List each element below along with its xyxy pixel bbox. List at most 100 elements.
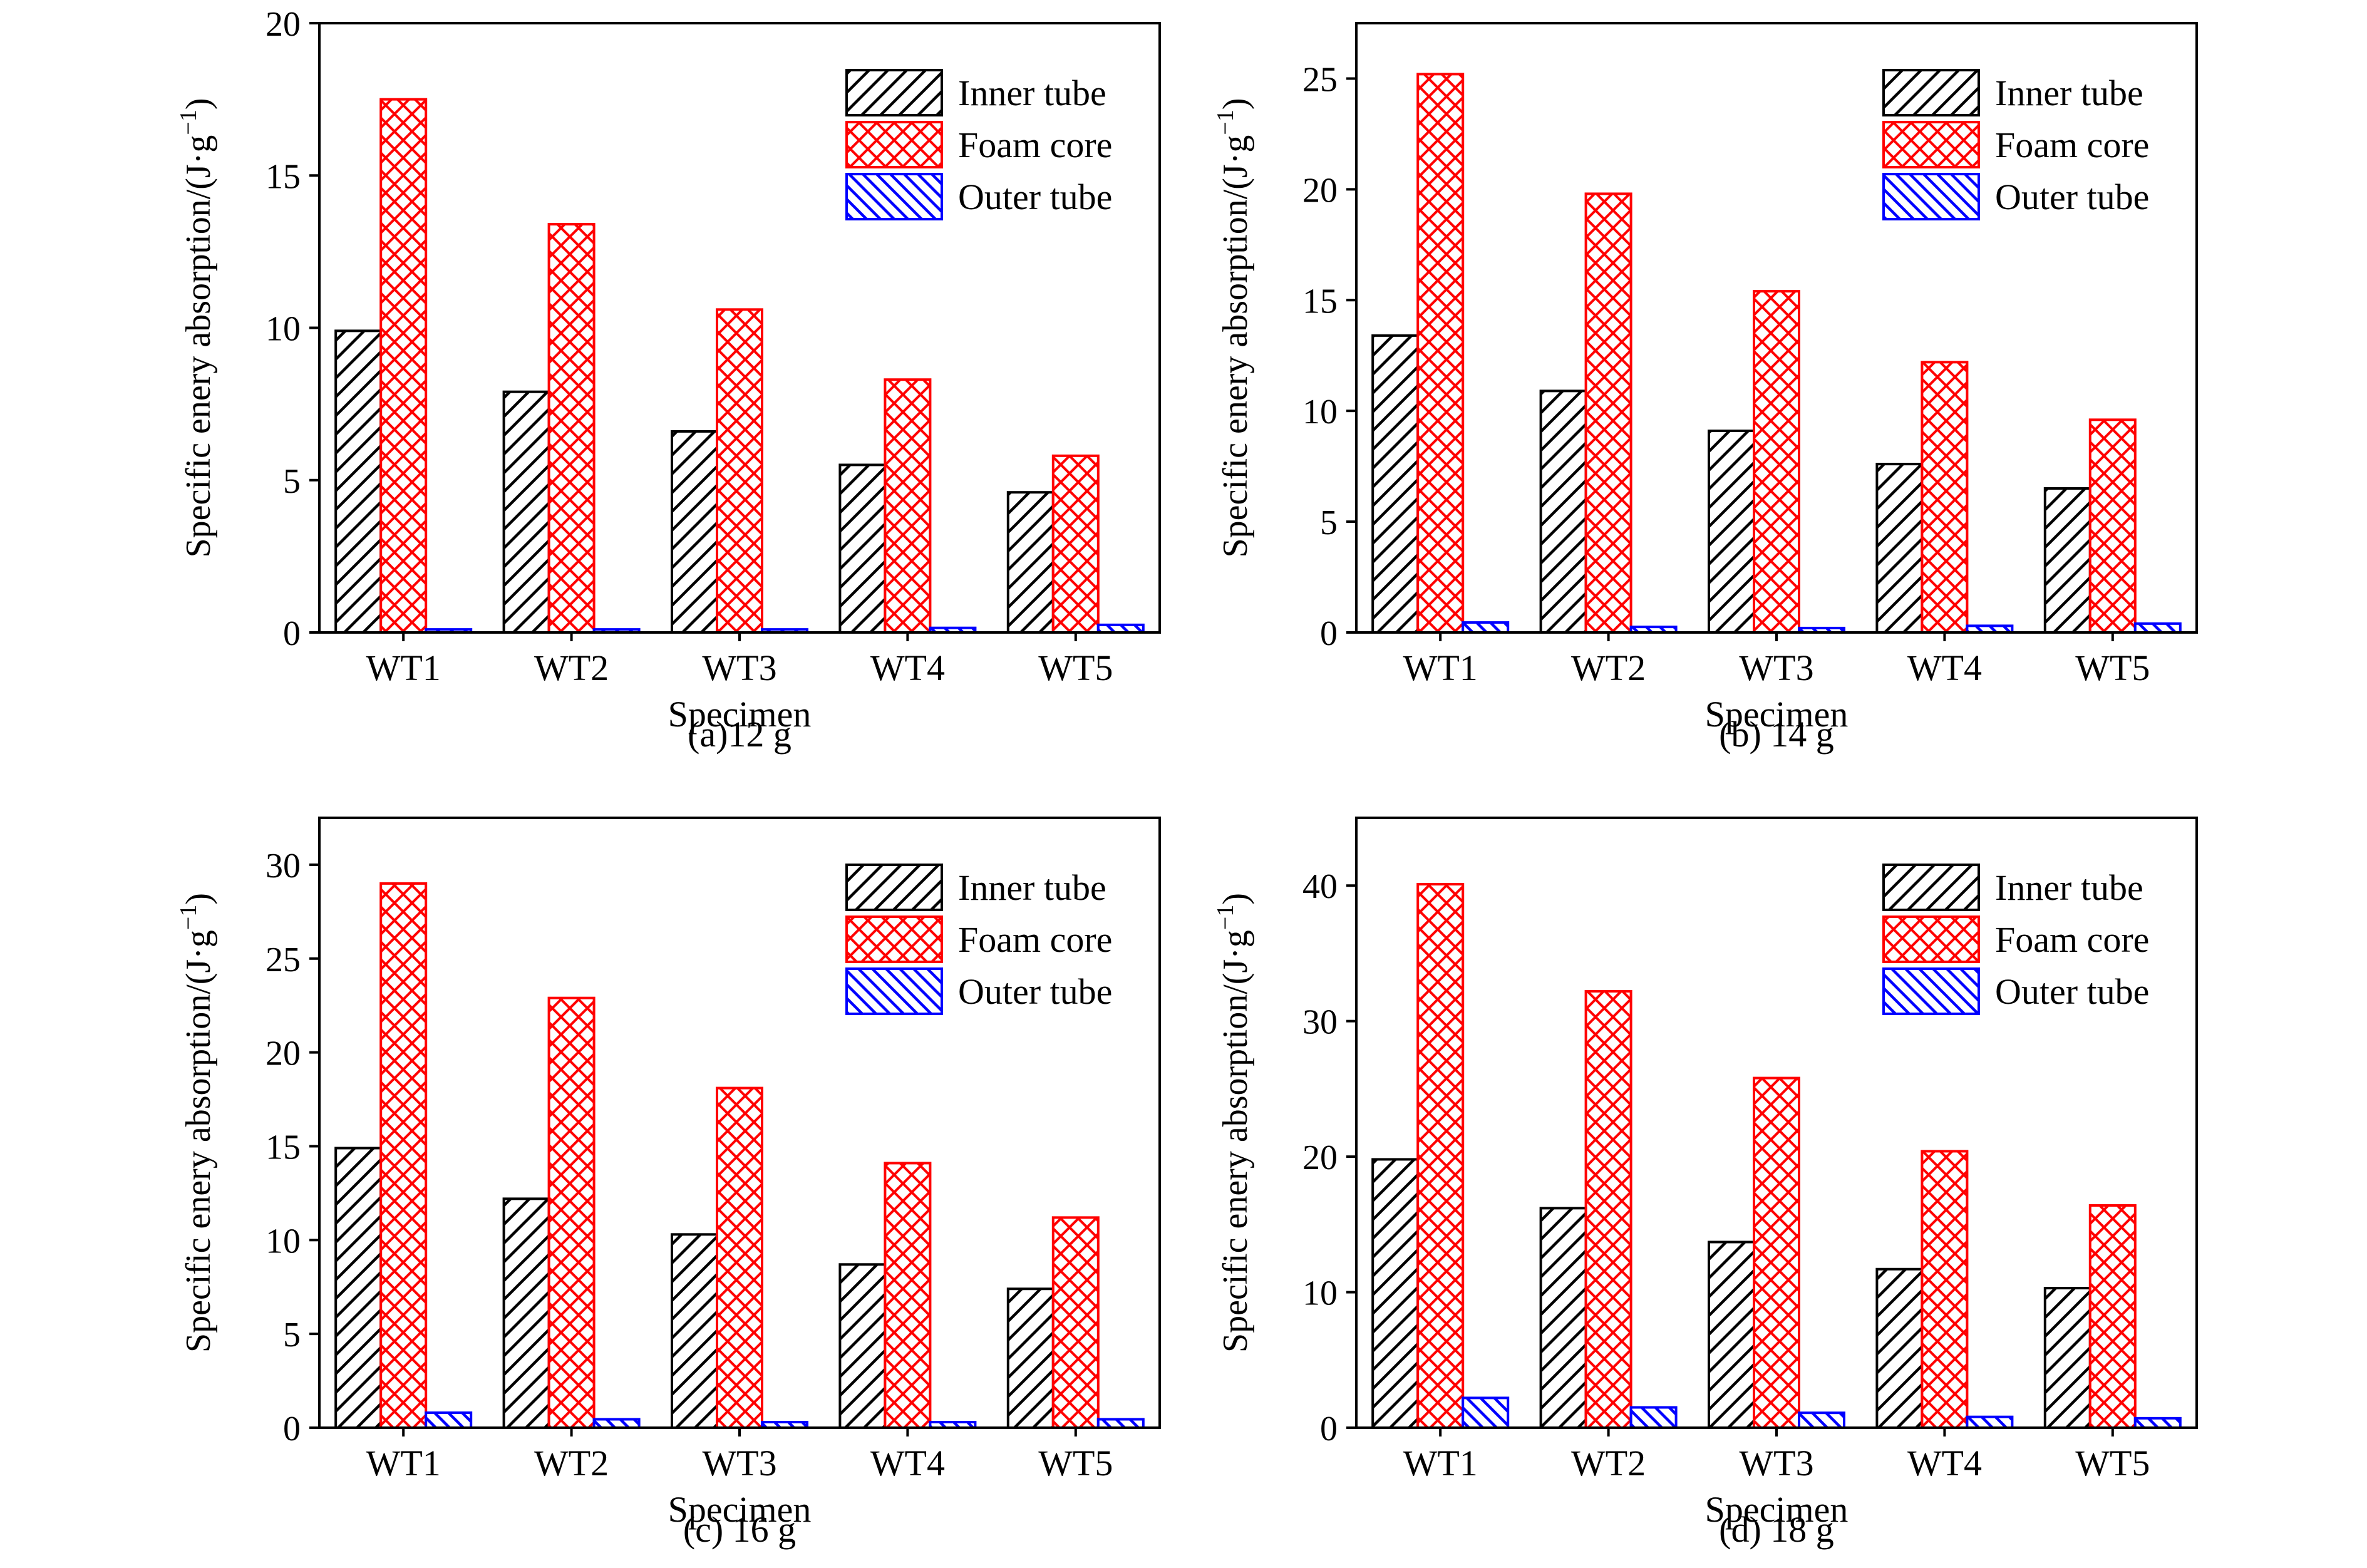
bar-outer-tube-wt3 xyxy=(1798,1411,1845,1430)
y-tick-label: 0 xyxy=(1320,614,1338,653)
bar-inner-tube-wt2 xyxy=(1539,389,1587,634)
x-tick-label: WT3 xyxy=(1739,1443,1813,1483)
x-tick-label: WT1 xyxy=(366,647,441,688)
x-tick-label: WT3 xyxy=(702,1443,776,1483)
x-tick-label: WT1 xyxy=(1403,1443,1478,1483)
legend-label-outer-tube: Outer tube xyxy=(958,177,1112,217)
legend-label-inner-tube: Inner tube xyxy=(958,73,1106,113)
bar-inner-tube-wt3 xyxy=(671,430,718,634)
bar-inner-tube-wt2 xyxy=(502,1197,550,1429)
y-axis-label-main: Specific enery absorption/(J·g xyxy=(179,930,218,1353)
y-tick-label: 5 xyxy=(1320,503,1338,542)
bar-foam-core-wt3 xyxy=(1753,1076,1800,1430)
y-tick-label: 10 xyxy=(266,1222,301,1261)
x-tick-label: WT5 xyxy=(1038,1443,1113,1483)
bar-foam-core-wt4 xyxy=(1921,361,1969,634)
bar-foam-core-wt3 xyxy=(716,308,763,634)
y-tick-label: 30 xyxy=(266,847,301,885)
bar-outer-tube-wt4 xyxy=(1966,1415,2014,1429)
x-axis-label: Specimen xyxy=(1705,1489,1849,1530)
y-tick-label: 40 xyxy=(1302,867,1338,906)
y-tick-label: 20 xyxy=(266,1034,301,1073)
legend-swatch-foam-core xyxy=(1882,121,1980,168)
legend-swatch-inner-tube xyxy=(845,864,943,911)
y-axis-label: Specific enery absorption/(J·g−1) xyxy=(175,893,218,1353)
bar-inner-tube-wt1 xyxy=(334,329,383,634)
y-tick-label: 10 xyxy=(1302,1274,1338,1313)
bar-foam-core-wt1 xyxy=(379,98,428,634)
y-tick-label: 0 xyxy=(1320,1410,1338,1448)
panel-a: 0 5 10 15 20 WT1 WT2 WT3 WT4 WT5 Specimen(a)12 g Sp… xyxy=(175,5,1161,755)
bar-foam-core-wt4 xyxy=(884,378,932,634)
bar-foam-core-wt1 xyxy=(1416,883,1465,1429)
x-tick-label: WT4 xyxy=(1907,1443,1982,1483)
y-tick-label: 20 xyxy=(1302,171,1338,210)
y-tick-label: 0 xyxy=(283,1410,301,1448)
x-tick-label: WT1 xyxy=(366,1443,441,1483)
legend-label-foam-core: Foam core xyxy=(958,919,1112,960)
y-axis-label-main: Specific enery absorption/(J·g xyxy=(1216,135,1255,558)
legend-label-inner-tube: Inner tube xyxy=(1995,73,2143,113)
legend-swatch-foam-core xyxy=(1882,916,1980,963)
y-tick-label: 0 xyxy=(283,614,301,653)
bar-outer-tube-wt1 xyxy=(425,1411,473,1430)
bar-foam-core-wt4 xyxy=(1921,1150,1969,1430)
bar-foam-core-wt2 xyxy=(547,996,596,1429)
legend-swatch-outer-tube xyxy=(1882,173,1980,220)
y-tick-label: 5 xyxy=(283,1316,301,1354)
y-tick-label: 10 xyxy=(266,310,301,349)
y-axis-label: Specific enery absorption/(J·g−1) xyxy=(1212,98,1255,558)
y-axis-label-superscript: −1 xyxy=(1212,110,1239,135)
bar-inner-tube-wt4 xyxy=(1875,1267,1924,1430)
panel-c: 0 5 10 15 20 25 30 WT1 WT2 WT3 WT4 WT5 Specimen(c) 1… xyxy=(175,817,1161,1550)
x-tick-label: WT4 xyxy=(870,647,945,688)
bar-outer-tube-wt5 xyxy=(2133,1416,2182,1429)
x-axis-label: Specimen xyxy=(668,1489,812,1530)
legend-swatch-inner-tube xyxy=(1882,864,1980,911)
y-tick-label: 25 xyxy=(1302,60,1338,99)
bar-inner-tube-wt5 xyxy=(2043,1287,2091,1430)
y-tick-label: 10 xyxy=(1302,393,1338,431)
y-axis-label-superscript: −1 xyxy=(175,110,202,135)
legend-swatch-foam-core xyxy=(845,121,943,168)
bar-foam-core-wt1 xyxy=(1416,73,1465,634)
bar-inner-tube-wt5 xyxy=(2043,487,2091,634)
legend-label-outer-tube: Outer tube xyxy=(1995,971,2149,1012)
x-axis-label: Specimen xyxy=(668,694,812,735)
x-tick-label: WT4 xyxy=(1907,647,1982,688)
y-tick-label: 15 xyxy=(1302,282,1338,321)
bar-inner-tube-wt5 xyxy=(1006,1287,1055,1430)
legend-label-foam-core: Foam core xyxy=(1995,125,2149,165)
x-tick-label: WT2 xyxy=(534,647,609,688)
bar-foam-core-wt2 xyxy=(1584,192,1632,634)
x-axis-label: Specimen xyxy=(1705,694,1849,735)
bar-outer-tube-wt1 xyxy=(1462,621,1510,634)
legend-swatch-outer-tube xyxy=(1882,967,1980,1015)
x-tick-label: WT2 xyxy=(1571,647,1646,688)
bar-foam-core-wt3 xyxy=(1753,290,1800,634)
bar-outer-tube-wt5 xyxy=(2133,622,2182,634)
legend-label-outer-tube: Outer tube xyxy=(1995,177,2149,217)
y-axis-label-tail: ) xyxy=(179,893,218,905)
bar-inner-tube-wt1 xyxy=(1371,334,1420,634)
y-tick-label: 15 xyxy=(266,157,301,196)
x-tick-label: WT2 xyxy=(534,1443,609,1483)
bar-inner-tube-wt2 xyxy=(1539,1207,1587,1429)
x-tick-label: WT3 xyxy=(1739,647,1813,688)
y-tick-label: 5 xyxy=(283,462,301,501)
legend-swatch-foam-core xyxy=(845,916,943,963)
y-axis-label-main: Specific enery absorption/(J·g xyxy=(179,135,218,558)
y-axis-label-superscript: −1 xyxy=(175,905,202,930)
legend-swatch-outer-tube xyxy=(845,967,943,1015)
bar-foam-core-wt5 xyxy=(1051,454,1100,634)
panel-caption: (a)12 g xyxy=(688,714,792,755)
y-axis-label-tail: ) xyxy=(1216,893,1255,905)
bar-foam-core-wt3 xyxy=(716,1086,763,1429)
bar-foam-core-wt1 xyxy=(379,882,428,1429)
y-axis-label: Specific enery absorption/(J·g−1) xyxy=(1212,893,1255,1353)
bar-inner-tube-wt2 xyxy=(502,390,550,634)
y-axis-label-tail: ) xyxy=(179,98,218,110)
legend-swatch-inner-tube xyxy=(845,69,943,116)
bar-inner-tube-wt1 xyxy=(334,1147,383,1430)
x-tick-label: WT4 xyxy=(870,1443,945,1483)
